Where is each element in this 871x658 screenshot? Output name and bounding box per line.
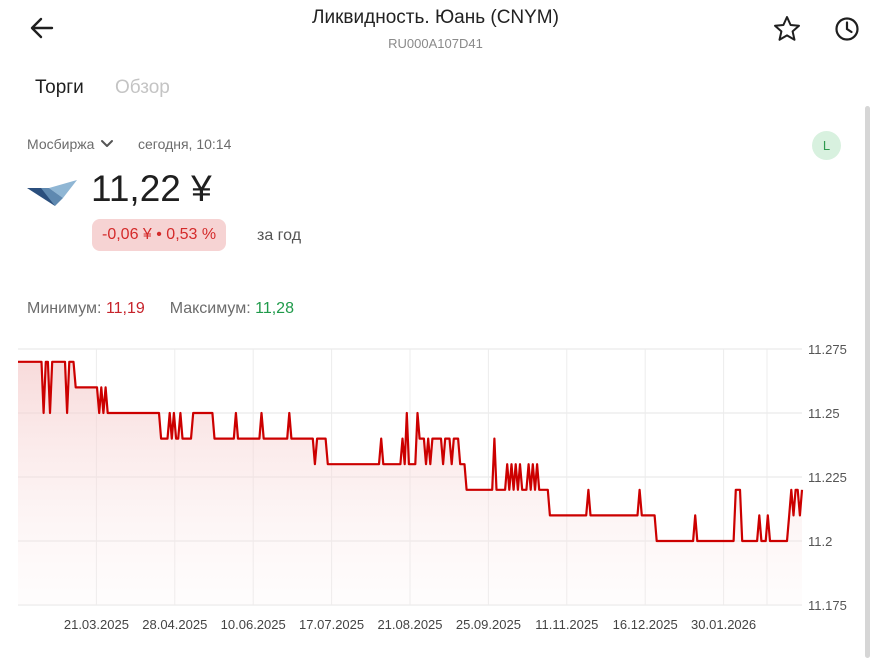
x-tick-label: 16.12.2025: [613, 617, 678, 632]
max-value: 11,28: [255, 300, 294, 317]
range-summary: Минимум: 11,19 Максимум: 11,28: [27, 300, 294, 318]
clock-icon[interactable]: [832, 14, 862, 44]
price-line: [18, 360, 804, 543]
back-arrow-icon[interactable]: [28, 14, 56, 42]
x-tick-label: 30.01.2026: [691, 617, 756, 632]
min-value: 11,19: [105, 300, 145, 317]
y-tick-label: 11.225: [808, 470, 847, 485]
change-period: за год: [257, 227, 302, 244]
x-tick-label: 21.08.2025: [377, 617, 442, 632]
chevron-down-icon: [101, 140, 114, 147]
y-tick-label: 11.2: [808, 534, 832, 549]
level-badge[interactable]: L: [812, 131, 841, 160]
quote-time: сегодня, 10:14: [138, 136, 232, 152]
y-tick-label: 11.275: [808, 342, 847, 357]
tab-overview[interactable]: Обзор: [115, 77, 170, 98]
min-label: Минимум:: [27, 300, 102, 317]
current-price: 11,22 ¥: [91, 168, 212, 209]
x-tick-label: 21.03.2025: [64, 617, 129, 632]
exchange-selector[interactable]: Мосбиржа: [27, 136, 114, 152]
scrollbar[interactable]: [865, 106, 870, 658]
star-icon[interactable]: [772, 14, 802, 44]
price-change-badge: -0,06 ¥ • 0,53 %: [92, 219, 227, 251]
tab-trading[interactable]: Торги: [35, 77, 84, 98]
x-tick-label: 25.09.2025: [456, 617, 521, 632]
y-tick-label: 11.175: [808, 598, 847, 613]
x-tick-label: 28.04.2025: [142, 617, 207, 632]
x-tick-label: 11.11.2025: [535, 617, 598, 632]
fund-logo-icon: [27, 180, 77, 206]
price-chart[interactable]: 11.275 11.25 11.225 11.2 11.175 21.03.2025 28.…: [0, 335, 871, 635]
exchange-label: Мосбиржа: [27, 136, 95, 152]
page-title: Ликвидность. Юань (CNYM): [312, 7, 559, 28]
x-tick-label: 10.06.2025: [221, 617, 286, 632]
y-tick-label: 11.25: [808, 406, 840, 421]
x-tick-label: 17.07.2025: [299, 617, 364, 632]
max-label: Максимум:: [169, 300, 251, 317]
isin-code: RU000A107D41: [388, 36, 483, 51]
price-area: [18, 361, 802, 605]
